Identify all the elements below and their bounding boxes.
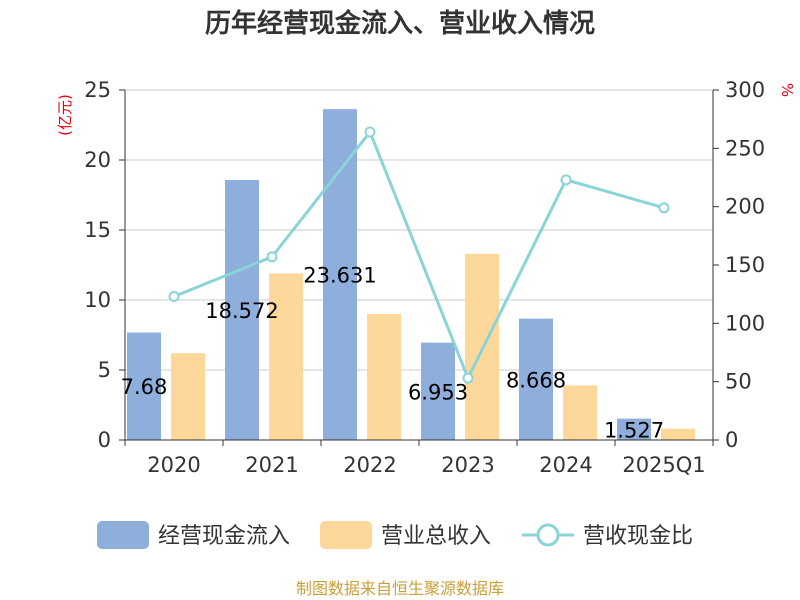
cash-inflow-bar [225, 179, 259, 440]
legend-label-cash-inflow: 经营现金流入 [158, 524, 290, 549]
right-axis-tick-label: 200 [725, 195, 765, 219]
left-axis-tick-label: 15 [84, 218, 111, 242]
right-axis-tick-label: 300 [725, 78, 765, 102]
cash-inflow-value-label: 18.572 [205, 299, 278, 323]
legend-swatch-cash-inflow [97, 521, 149, 549]
bars [127, 109, 695, 440]
x-axis-tick-label: 2021 [245, 453, 298, 477]
chart-title: 历年经营现金流入、营业收入情况 [205, 8, 595, 39]
left-axis-tick-label: 5 [98, 358, 111, 382]
ratio-line-point [266, 251, 278, 263]
cash-inflow-bar [421, 342, 455, 440]
right-axis-unit: % [778, 83, 796, 97]
right-axis-tick-label: 250 [725, 136, 765, 160]
left-axis-tick-label: 0 [98, 428, 111, 452]
x-axis-tick-label: 2020 [147, 453, 200, 477]
revenue-bar [269, 273, 303, 440]
x-axis-tick-label: 2022 [343, 453, 396, 477]
ratio-line-point [462, 372, 474, 384]
data-labels: 7.68 18.572 23.631 6.953 8.668 1.527 [121, 264, 664, 443]
left-axis-tick-label: 20 [84, 148, 111, 172]
revenue-bar [563, 385, 597, 440]
cash-inflow-bar [519, 318, 553, 440]
cash-inflow-bar [323, 109, 357, 440]
cash-inflow-value-label: 7.68 [121, 375, 168, 399]
data-source-note: 制图数据来自恒生聚源数据库 [296, 579, 504, 598]
legend: 经营现金流入 营业总收入 营收现金比 [97, 521, 693, 549]
revenue-bar [367, 314, 401, 440]
grid-lines [125, 89, 713, 371]
revenue-bar [171, 353, 205, 440]
legend-swatch-revenue [320, 521, 372, 549]
left-axis-tick-label: 25 [84, 78, 111, 102]
cash-inflow-value-label: 1.527 [604, 418, 664, 442]
x-axis-tick-label: 2023 [441, 453, 494, 477]
legend-swatch-ratio-marker [536, 523, 560, 547]
cash-inflow-value-label: 6.953 [408, 380, 468, 404]
right-axis-tick-label: 100 [725, 311, 765, 335]
left-axis-unit: (亿元) [56, 94, 74, 136]
ratio-line-point [364, 126, 376, 138]
x-axis-tick-label: 2025Q1 [622, 453, 705, 477]
revenue-bar [661, 428, 695, 440]
legend-label-revenue: 营业总收入 [381, 524, 491, 549]
left-axis-tick-label: 10 [84, 288, 111, 312]
ratio-line-point [658, 202, 670, 214]
cash-inflow-value-label: 8.668 [506, 368, 566, 392]
ratio-line-point [560, 174, 572, 186]
right-axis-tick-label: 0 [725, 428, 738, 452]
cash-inflow-bar [617, 418, 651, 440]
ratio-line-point [168, 291, 180, 302]
right-axis-tick-label: 50 [725, 370, 752, 394]
x-axis-tick-label: 2024 [539, 453, 592, 477]
right-axis-tick-label: 150 [725, 253, 765, 277]
ratio-line [168, 126, 670, 384]
legend-label-ratio: 营收现金比 [583, 524, 693, 549]
ratio-line-path [173, 129, 665, 382]
cash-inflow-bar [127, 332, 161, 440]
cash-inflow-value-label: 23.631 [303, 264, 376, 288]
